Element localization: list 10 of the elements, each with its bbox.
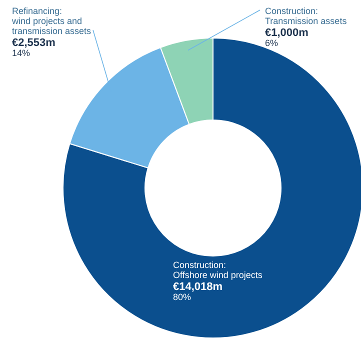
data-label: €2,553m: [12, 37, 56, 49]
data-label: €1,000m: [265, 27, 309, 39]
text: 80%: [173, 292, 192, 302]
slice-label: Refinancing: wind projects and transmission assets: [11, 6, 92, 36]
data-label: €14,018m: [173, 281, 223, 293]
text: 6%: [265, 38, 278, 48]
donut-slice: [62, 38, 361, 338]
slice-label: Construction: Offshore wind projects: [173, 260, 263, 280]
text: 14%: [12, 48, 30, 58]
slice-label: Construction: Transmission assets: [265, 6, 348, 26]
